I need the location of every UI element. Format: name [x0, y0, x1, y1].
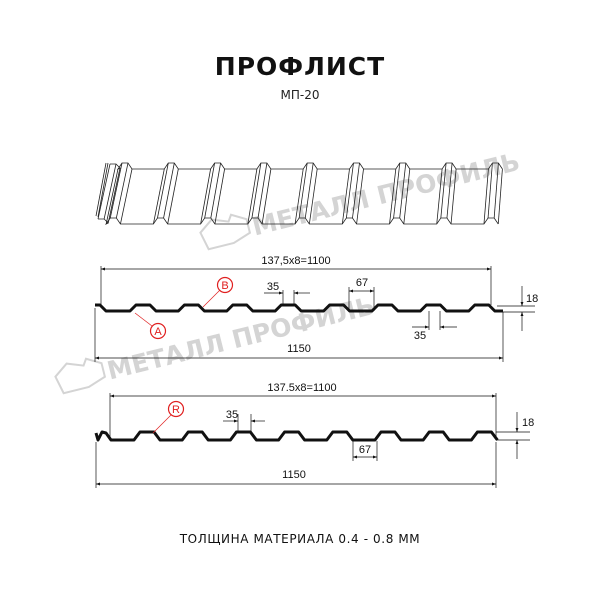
- callout-r-label: R: [172, 404, 180, 416]
- sheet-rib-line: [436, 168, 443, 225]
- watermark-1: МЕТАЛЛ ПРОФИЛЬ: [199, 147, 523, 251]
- sheet-rib-line: [167, 168, 179, 225]
- sheet-rib-line: [493, 162, 499, 219]
- profile-a-rib-bottom-label: 35: [414, 330, 426, 342]
- sheet-rib-line: [257, 162, 268, 219]
- sheet-edge-fold: [95, 162, 109, 218]
- profile-a-height-label: 18: [526, 293, 538, 305]
- sheet-rib-line: [204, 162, 215, 219]
- callout-b-label: B: [221, 280, 228, 292]
- sheet-rib-line: [97, 163, 111, 220]
- sheet-rib-line: [115, 162, 129, 219]
- sheet-rib-line: [200, 168, 211, 225]
- sheet-rib-line: [120, 168, 133, 225]
- sheet-rib-line: [389, 168, 397, 225]
- sheet-rib-line: [157, 162, 169, 219]
- sheet-rib-line: [103, 163, 117, 220]
- profile-a-section: [95, 303, 503, 313]
- profile-r-gap-label: 67: [359, 444, 371, 456]
- sheet-rib-line: [393, 162, 401, 219]
- profile-a-pitch-label: 137,5x8=1100: [261, 255, 330, 267]
- callout-a-circle: [149, 322, 167, 340]
- sheet-rib-line: [352, 162, 360, 219]
- profile-r-height-label: 18: [522, 417, 534, 429]
- sheet-rib-line: [345, 162, 354, 219]
- sheet-rib-line: [105, 168, 119, 225]
- sheet-rib-line: [440, 162, 447, 219]
- sheet-rib-line: [298, 162, 308, 219]
- sheet-rib-line: [261, 168, 272, 225]
- profile-a-drawing: [94, 266, 535, 362]
- callout-r-circle: [167, 400, 185, 418]
- sheet-rib-line: [487, 162, 493, 219]
- sheet-rib-line: [251, 162, 262, 219]
- profile-a-gap-label: 67: [356, 277, 368, 289]
- callout-b-circle: [216, 276, 234, 294]
- watermark-logo-icon: [199, 213, 252, 251]
- callout-a-label: A: [154, 326, 162, 338]
- sheet-3d-view: [95, 162, 503, 226]
- page-title: ПРОФЛИСТ: [214, 52, 386, 81]
- sheet-rib-line: [210, 162, 221, 219]
- sheet-rib-line: [214, 168, 225, 225]
- profile-a-rib-top-label: 35: [267, 281, 279, 293]
- sheet-rib-line: [107, 167, 121, 224]
- profile-a-width-label: 1150: [287, 343, 311, 355]
- sheet-rib-line: [450, 168, 457, 225]
- sheet-rib-line: [399, 162, 407, 219]
- sheet-rib-line: [294, 168, 304, 225]
- sheet-rib-line: [109, 162, 123, 219]
- profile-r-width-label: 1150: [282, 469, 306, 481]
- sheet-rib-line: [483, 168, 489, 225]
- sheet-rib-line: [304, 162, 314, 219]
- sheet-rib-line: [308, 168, 318, 225]
- sheet-rib-line: [356, 168, 364, 225]
- sheet-rib-line: [163, 162, 175, 219]
- material-thickness-note: ТОЛЩИНА МАТЕРИАЛА 0.4 - 0.8 ММ: [179, 532, 421, 546]
- sheet-rib-line: [341, 168, 350, 225]
- profile-r-drawing: [94, 393, 530, 488]
- sheet-rib-line: [497, 168, 503, 225]
- profile-model: МП-20: [280, 88, 320, 102]
- profile-r-pitch-label: 137.5x8=1100: [267, 382, 336, 394]
- watermark-logo-icon: [54, 357, 107, 395]
- profile-r-rib-top-label: 35: [226, 409, 238, 421]
- sheet-rib-line: [152, 168, 165, 225]
- sheet-rib-line: [403, 168, 411, 225]
- watermark-text: МЕТАЛЛ ПРОФИЛЬ: [249, 147, 522, 242]
- profile-r-section: [94, 430, 499, 442]
- sheet-rib-line: [247, 168, 258, 225]
- sheet-rib-line: [446, 162, 453, 219]
